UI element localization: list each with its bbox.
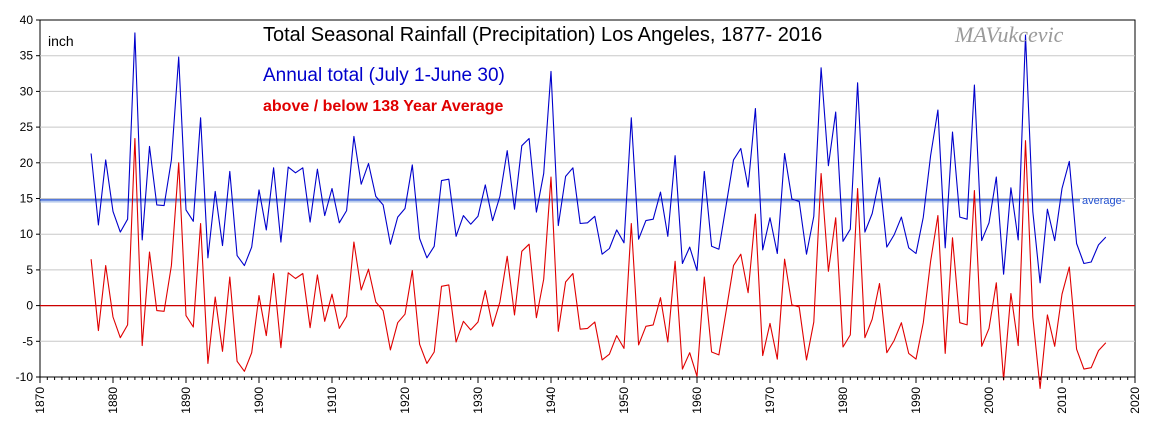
- y-axis: -10 -5 0 5 10 15 20 25 30 35 40: [16, 13, 40, 384]
- x-axis: 1870 1880 1890 1900 1910 1920 1930 1940 1950 1960…: [33, 377, 1142, 414]
- y-tick-label: -5: [22, 334, 33, 348]
- legend-entry-annual-total: Annual total (July 1-June 30): [263, 65, 505, 86]
- x-tick-label: 1920: [398, 387, 412, 414]
- y-tick-label: 20: [20, 156, 34, 170]
- x-tick-label: 2020: [1128, 387, 1142, 414]
- y-tick-label: 25: [20, 120, 34, 134]
- series-line-above-below-average: [90, 137, 1107, 389]
- x-tick-label: 1870: [33, 387, 47, 414]
- y-tick-label: 10: [20, 227, 34, 241]
- x-tick-label: 1970: [763, 387, 777, 414]
- x-tick-label: 1990: [909, 387, 923, 414]
- legend-entry-above-below: above / below 138 Year Average: [263, 98, 504, 115]
- series-layer: [90, 32, 1107, 389]
- x-tick-label: 1950: [617, 387, 631, 414]
- x-tick-label: 2010: [1055, 387, 1069, 414]
- y-tick-label: 40: [20, 13, 34, 27]
- average-label: average-: [1082, 195, 1126, 207]
- x-tick-label: 1890: [179, 387, 193, 414]
- unit-label: inch: [48, 33, 74, 49]
- y-tick-label: 0: [26, 299, 33, 313]
- x-tick-label: 1940: [544, 387, 558, 414]
- x-tick-label: 1900: [252, 387, 266, 414]
- chart-title: Total Seasonal Rainfall (Precipitation) …: [263, 24, 822, 46]
- x-tick-label: 1880: [106, 387, 120, 414]
- y-tick-label: 35: [20, 49, 34, 63]
- watermark: MAVukcevic: [954, 22, 1064, 47]
- reference-lines: average-: [40, 195, 1135, 307]
- x-tick-label: 1980: [836, 387, 850, 414]
- x-tick-label: 2000: [982, 387, 996, 414]
- y-tick-label: 15: [20, 192, 34, 206]
- x-tick-label: 1960: [690, 387, 704, 414]
- x-tick-label: 1910: [325, 387, 339, 414]
- y-tick-label: 30: [20, 84, 34, 98]
- y-tick-label: 5: [26, 263, 33, 277]
- x-tick-label: 1930: [471, 387, 485, 414]
- y-tick-label: -10: [16, 370, 34, 384]
- series-line-annual-total: [90, 32, 1107, 284]
